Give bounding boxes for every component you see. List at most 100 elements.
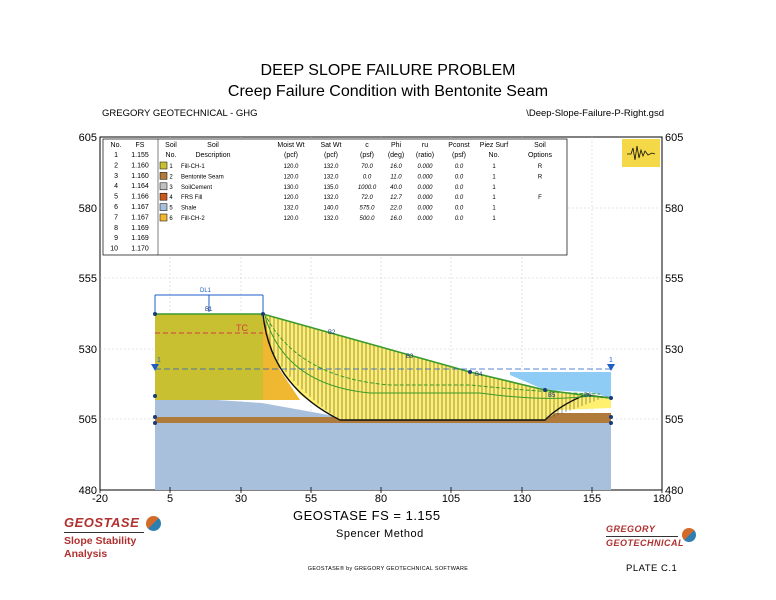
soil-table: Soil No. Soil Description Moist Wt (pcf) Sat W… bbox=[159, 142, 553, 222]
soil-desc: Fill-CH-1 bbox=[181, 164, 205, 170]
soil-pconst: 0.0 bbox=[455, 195, 464, 201]
soil-header-top: Moist Wt bbox=[277, 142, 304, 149]
chart-title: DEEP SLOPE FAILURE PROBLEM bbox=[260, 62, 516, 79]
boundary-label-b4: B4 bbox=[475, 372, 483, 378]
y-tick-label-right: 555 bbox=[665, 273, 683, 285]
seismograph-trace bbox=[627, 145, 656, 161]
company-label: GREGORY GEOTECHNICAL - GHG bbox=[102, 108, 258, 119]
fill-ch1-layer bbox=[155, 314, 263, 400]
soil-ru: 0.000 bbox=[417, 164, 433, 170]
x-tick-label: 5 bbox=[167, 493, 173, 505]
fs-row-value: 1.164 bbox=[131, 183, 149, 190]
load-label: DL1 bbox=[200, 288, 212, 294]
critical-failure-surface bbox=[262, 313, 612, 421]
soil-phi: 12.7 bbox=[390, 195, 402, 201]
water-pond bbox=[510, 372, 611, 398]
soil-pconst: 0.0 bbox=[455, 164, 464, 170]
soil-moist: 132.0 bbox=[283, 206, 299, 212]
soil-no: 3 bbox=[169, 185, 173, 191]
ground-surface bbox=[155, 313, 612, 399]
fill-ch2-layer bbox=[263, 314, 300, 400]
fs-row: 10 1.170 bbox=[110, 246, 149, 253]
soil-piez: 1 bbox=[492, 174, 496, 180]
fs-row-no: 5 bbox=[114, 194, 118, 201]
seismograph-icon bbox=[622, 139, 660, 167]
soil-header-bottom: Options bbox=[528, 152, 553, 159]
y-tick-label-left: 605 bbox=[79, 132, 97, 144]
fs-row-value: 1.155 bbox=[131, 152, 149, 159]
y-tick-label-left: 505 bbox=[79, 414, 97, 426]
soil-sat: 140.0 bbox=[323, 206, 339, 212]
surface-point bbox=[153, 312, 157, 316]
x-tick-label: 180 bbox=[653, 493, 671, 505]
soil-desc: SoilCement bbox=[181, 185, 212, 191]
soil-swatch bbox=[159, 172, 168, 180]
software-credit: GEOSTASE® by GREGORY GEOTECHNICAL SOFTWA… bbox=[307, 566, 469, 572]
y-tick-label-right: 530 bbox=[665, 344, 683, 356]
soil-header-bottom: (psf) bbox=[360, 152, 374, 159]
geostase-logo-line1: Slope Stability bbox=[64, 535, 137, 547]
soil-header-top: Sat Wt bbox=[320, 142, 341, 149]
fs-row: 8 1.169 bbox=[114, 225, 149, 232]
soil-moist: 120.0 bbox=[283, 174, 299, 180]
soil-header-bottom: (pcf) bbox=[284, 152, 298, 159]
soil-phi: 16.0 bbox=[390, 164, 402, 170]
soil-header-bottom: No. bbox=[489, 152, 500, 159]
y-axis-left: 605 580 555 530 505 480 bbox=[79, 132, 97, 497]
soil-sat: 132.0 bbox=[323, 216, 339, 222]
x-tick-label: 55 bbox=[305, 493, 317, 505]
x-tick-label: 105 bbox=[442, 493, 460, 505]
shale-upper-layer bbox=[155, 396, 340, 417]
fs-table: No. FS 1 1.155 2 1.160 3 1.160 4 1.164 5 1.166 6 1.16… bbox=[110, 142, 149, 253]
soil-header-top: Soil bbox=[534, 142, 546, 149]
surface-point bbox=[543, 388, 547, 392]
x-tick-label: 130 bbox=[513, 493, 531, 505]
soil-header-top: Soil bbox=[165, 142, 177, 149]
soil-pconst: 0.0 bbox=[455, 216, 464, 222]
soil-c: 70.0 bbox=[361, 164, 373, 170]
y-tick-label-left: 555 bbox=[79, 273, 97, 285]
x-tick-label: 30 bbox=[235, 493, 247, 505]
soil-piez: 1 bbox=[492, 206, 496, 212]
soil-row: 1 Fill-CH-1 120.0 132.0 70.0 16.0 0.000 0.0 1 R bbox=[159, 161, 543, 170]
fs-row: 1 1.155 bbox=[114, 152, 149, 159]
soil-sat: 132.0 bbox=[323, 164, 339, 170]
distributed-load bbox=[154, 294, 264, 312]
soil-ru: 0.000 bbox=[417, 185, 433, 191]
piezo-label-right: 1 bbox=[609, 357, 613, 364]
soil-desc: Shale bbox=[181, 206, 197, 212]
soil-header-top: Pconst bbox=[448, 142, 469, 149]
geostase-logo-line2: Analysis bbox=[64, 548, 108, 560]
water-table-triangle-icon bbox=[607, 364, 615, 371]
fs-row-value: 1.169 bbox=[131, 235, 149, 242]
soil-sat: 132.0 bbox=[323, 174, 339, 180]
fs-row-no: 3 bbox=[114, 173, 118, 180]
soil-row: 3 SoilCement 130.0 135.0 1000.0 40.0 0.000 0.0 1 bbox=[159, 182, 496, 191]
soil-c: 0.0 bbox=[363, 174, 372, 180]
fs-row-value: 1.169 bbox=[131, 225, 149, 232]
soil-ru: 0.000 bbox=[417, 216, 433, 222]
soil-piez: 1 bbox=[492, 195, 496, 201]
gregory-geotechnical-logo: GREGORY GEOTECHNICAL bbox=[604, 524, 714, 554]
soil-header-top: Soil bbox=[207, 142, 219, 149]
soil-c: 72.0 bbox=[361, 195, 373, 201]
surface-point bbox=[261, 312, 265, 316]
soil-header-bottom: (deg) bbox=[388, 152, 404, 159]
soil-moist: 130.0 bbox=[283, 185, 299, 191]
fs-row-no: 8 bbox=[114, 225, 118, 232]
fs-result: GEOSTASE FS = 1.155 bbox=[293, 508, 441, 523]
soil-swatch bbox=[159, 161, 168, 170]
fs-row-value: 1.160 bbox=[131, 173, 149, 180]
soil-piez: 1 bbox=[492, 216, 496, 222]
soil-opt: F bbox=[538, 195, 542, 201]
bentonite-right-layer bbox=[545, 413, 611, 417]
analysis-method: Spencer Method bbox=[336, 528, 424, 540]
boundary-label-b5: B5 bbox=[548, 393, 556, 399]
soil-ru: 0.000 bbox=[417, 174, 433, 180]
soil-no: 2 bbox=[169, 174, 173, 180]
legend-table bbox=[102, 138, 568, 256]
soil-header-top: c bbox=[365, 142, 369, 149]
soil-swatch bbox=[159, 213, 168, 222]
soil-phi: 40.0 bbox=[390, 185, 402, 191]
